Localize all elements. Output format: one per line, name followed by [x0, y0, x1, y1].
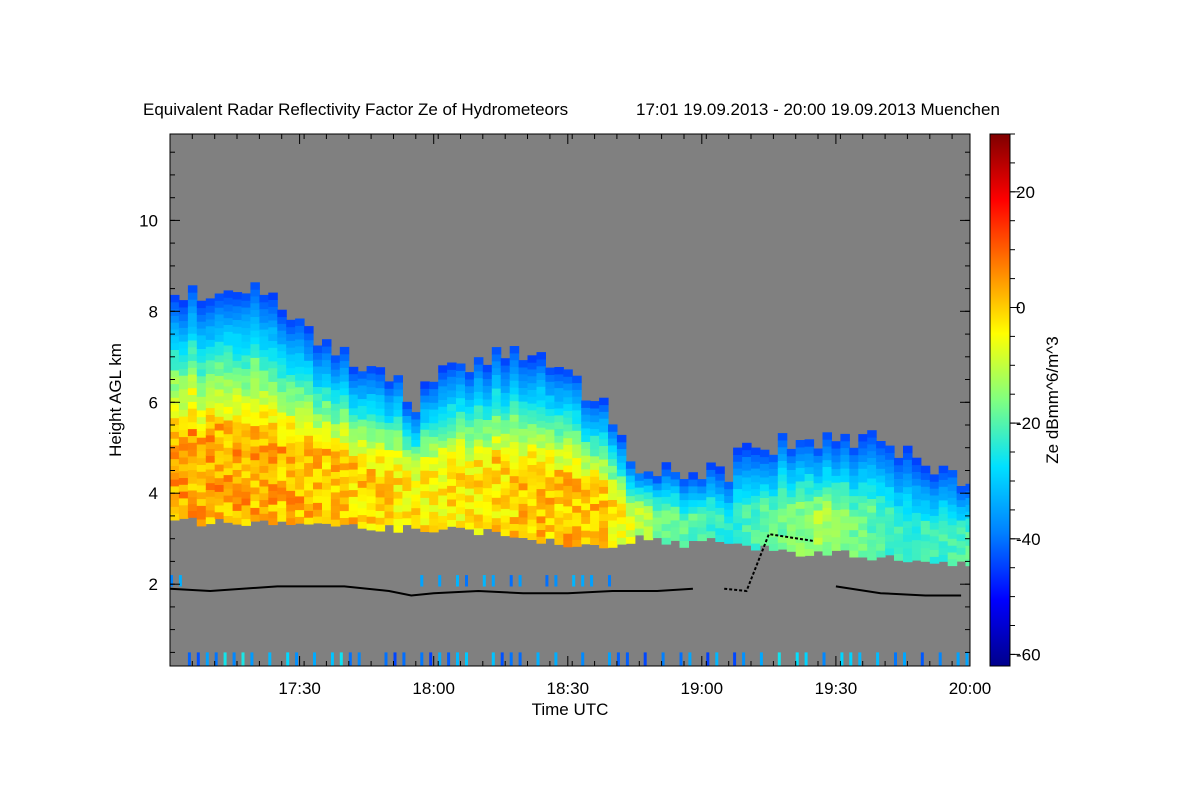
y-tick-label: 8	[149, 302, 158, 321]
cloud-base-layer	[170, 532, 962, 597]
chart-title: Equivalent Radar Reflectivity Factor Ze …	[143, 100, 568, 119]
y-tick-label: 10	[139, 211, 158, 230]
colorbar-tick-label: 20	[1016, 183, 1035, 202]
colorbar-tick-label: -40	[1016, 530, 1041, 549]
x-tick-label: 18:00	[412, 679, 455, 698]
cloud-base-line	[835, 585, 962, 597]
x-tick-label: 19:30	[815, 679, 858, 698]
y-tick-label: 2	[149, 575, 158, 594]
colorbar	[989, 133, 1011, 667]
y-tick-label: 4	[149, 484, 158, 503]
x-tick-label: 19:00	[681, 679, 724, 698]
colorbar-axis: -60 -40 -20 0 20	[1010, 133, 1041, 664]
cloud-base-line	[724, 532, 814, 593]
chart-subtitle: 17:01 19.09.2013 - 20:00 19.09.2013 Muen…	[636, 100, 1000, 119]
reflectivity-field	[170, 282, 970, 666]
colorbar-tick-label: 0	[1016, 299, 1025, 318]
y-tick-label: 6	[149, 393, 158, 412]
y-axis-label: Height AGL km	[106, 343, 125, 457]
axes: 17:30 18:00 18:30 19:00 19:30 20:00 2 4 6 8 10	[139, 134, 991, 698]
colorbar-label: Ze dBmm^6/m^3	[1043, 336, 1062, 463]
x-tick-label: 17:30	[278, 679, 321, 698]
cloud-base-line	[170, 585, 693, 597]
colorbar-tick-label: -20	[1016, 414, 1041, 433]
colorbar-tick-label: -60	[1016, 645, 1041, 664]
x-tick-label: 20:00	[949, 679, 992, 698]
x-tick-label: 18:30	[547, 679, 590, 698]
plot-frame	[169, 133, 971, 667]
x-axis-label: Time UTC	[532, 700, 609, 719]
